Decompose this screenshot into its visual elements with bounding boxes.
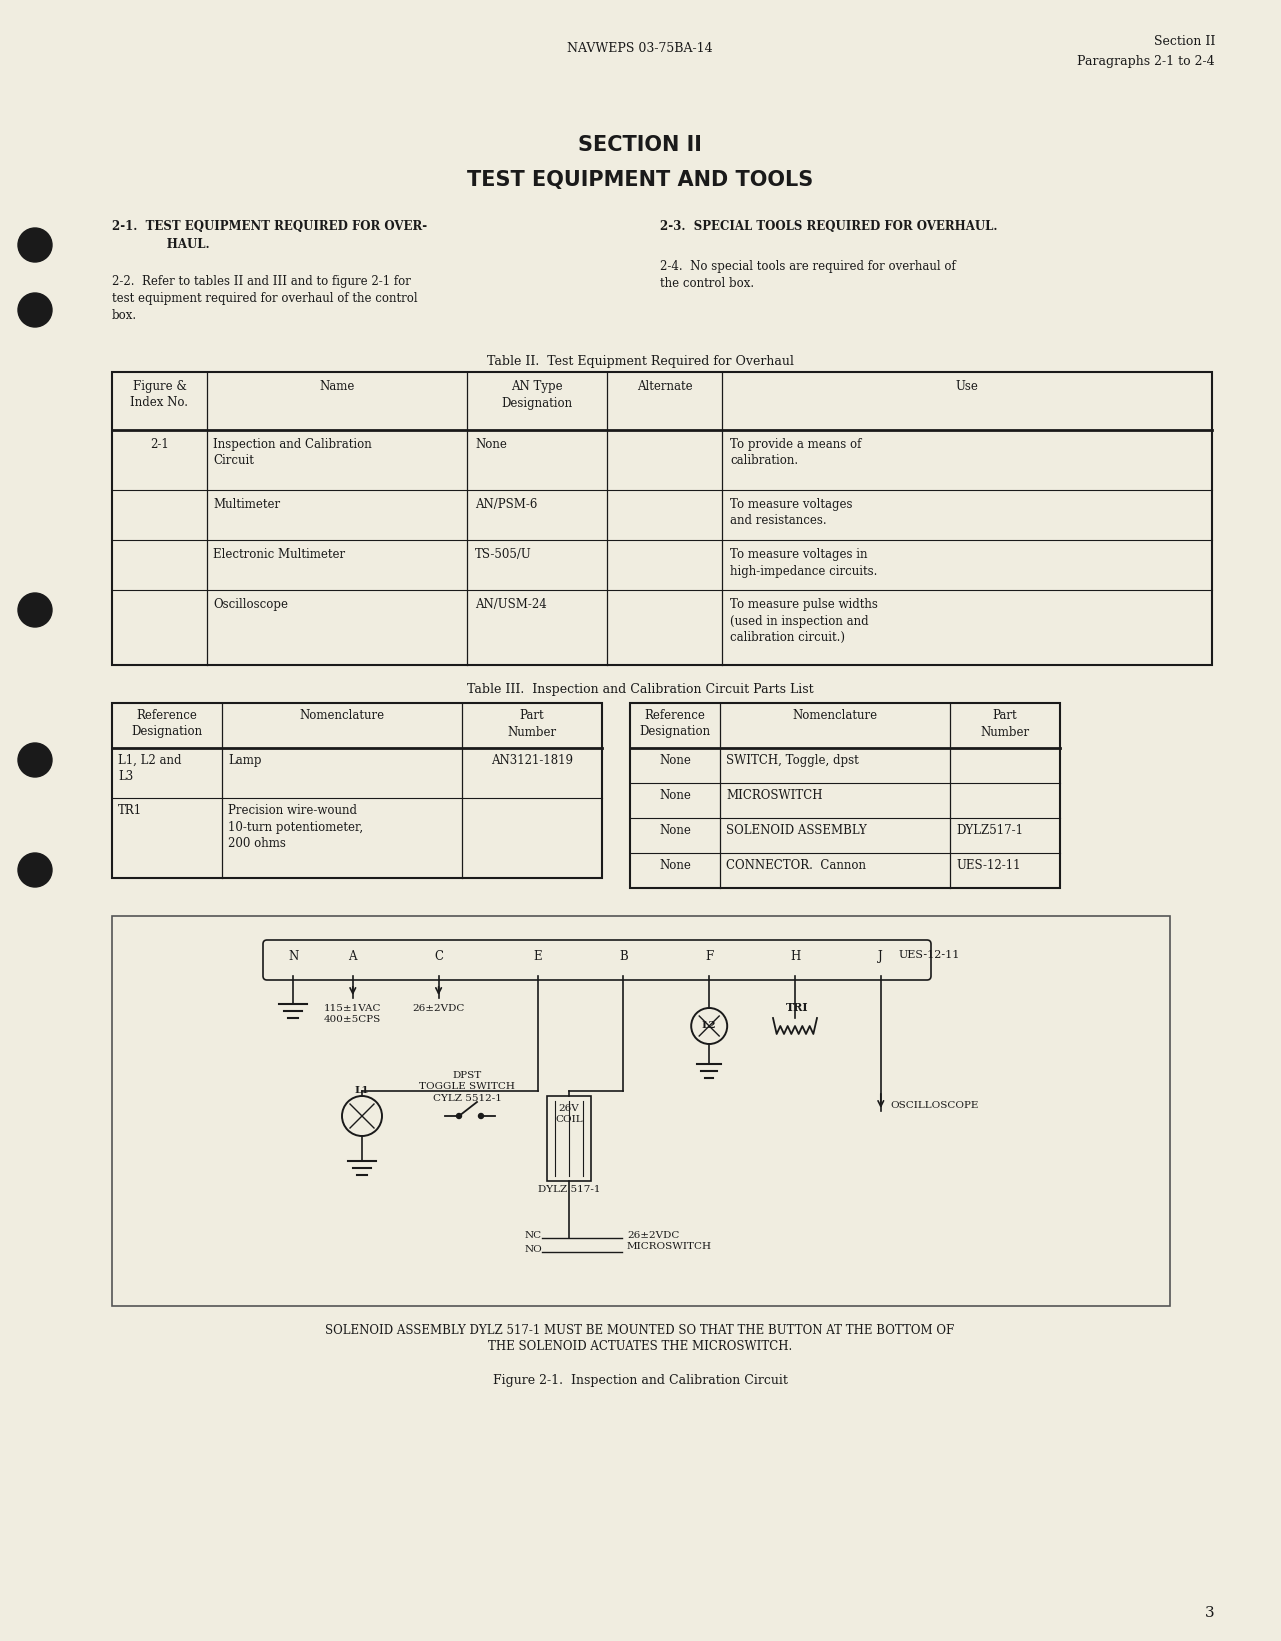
- Bar: [111, 916, 1170, 1306]
- Text: To measure pulse widths
(used in inspection and
calibration circuit.): To measure pulse widths (used in inspect…: [730, 597, 877, 643]
- Text: 2-4.  No special tools are required for overhaul of: 2-4. No special tools are required for o…: [660, 259, 956, 272]
- Text: 2-1: 2-1: [150, 438, 169, 451]
- Text: To measure voltages
and resistances.: To measure voltages and resistances.: [730, 497, 852, 527]
- Text: To measure voltages in
high-impedance circuits.: To measure voltages in high-impedance ci…: [730, 548, 877, 578]
- Text: None: None: [658, 789, 690, 802]
- Circle shape: [479, 1114, 483, 1119]
- Text: Multimeter: Multimeter: [213, 497, 281, 510]
- Text: AN Type
Designation: AN Type Designation: [501, 381, 573, 410]
- Text: None: None: [658, 824, 690, 837]
- Text: Nomenclature: Nomenclature: [300, 709, 384, 722]
- Text: 2-1.  TEST EQUIPMENT REQUIRED FOR OVER-: 2-1. TEST EQUIPMENT REQUIRED FOR OVER-: [111, 220, 427, 233]
- Text: the control box.: the control box.: [660, 277, 755, 290]
- Text: 26V
COIL: 26V COIL: [555, 1104, 583, 1124]
- Circle shape: [18, 743, 53, 776]
- Text: Lamp: Lamp: [228, 753, 261, 766]
- Text: Electronic Multimeter: Electronic Multimeter: [213, 548, 345, 561]
- Text: SWITCH, Toggle, dpst: SWITCH, Toggle, dpst: [726, 753, 858, 766]
- Text: 2-3.  SPECIAL TOOLS REQUIRED FOR OVERHAUL.: 2-3. SPECIAL TOOLS REQUIRED FOR OVERHAUL…: [660, 220, 998, 233]
- Circle shape: [18, 294, 53, 327]
- Text: UES-12-11: UES-12-11: [956, 858, 1021, 871]
- Text: L1: L1: [355, 1086, 369, 1095]
- Text: Section II: Section II: [1154, 34, 1214, 48]
- Text: Inspection and Calibration
Circuit: Inspection and Calibration Circuit: [213, 438, 371, 468]
- Text: SOLENOID ASSEMBLY: SOLENOID ASSEMBLY: [726, 824, 867, 837]
- Text: 3: 3: [1205, 1607, 1214, 1620]
- Text: Table II.  Test Equipment Required for Overhaul: Table II. Test Equipment Required for Ov…: [487, 354, 793, 368]
- Text: CONNECTOR.  Cannon: CONNECTOR. Cannon: [726, 858, 866, 871]
- Text: Figure &
Index No.: Figure & Index No.: [131, 381, 188, 410]
- Text: DYLZ517-1: DYLZ517-1: [956, 824, 1024, 837]
- Bar: [111, 702, 602, 878]
- Circle shape: [18, 853, 53, 888]
- Text: N: N: [288, 950, 298, 963]
- Bar: [630, 702, 1059, 888]
- Text: TR1: TR1: [118, 804, 142, 817]
- Text: Reference
Designation: Reference Designation: [639, 709, 711, 738]
- Text: NAVWEPS 03-75BA-14: NAVWEPS 03-75BA-14: [567, 43, 712, 56]
- Text: Name: Name: [319, 381, 355, 392]
- Text: Use: Use: [956, 381, 979, 392]
- Text: L1, L2 and
L3: L1, L2 and L3: [118, 753, 182, 783]
- Text: C: C: [434, 950, 443, 963]
- Circle shape: [456, 1114, 461, 1119]
- Circle shape: [18, 592, 53, 627]
- Text: None: None: [475, 438, 507, 451]
- Text: AN/PSM-6: AN/PSM-6: [475, 497, 537, 510]
- Text: B: B: [619, 950, 628, 963]
- Text: Oscilloscope: Oscilloscope: [213, 597, 288, 610]
- Text: box.: box.: [111, 309, 137, 322]
- Text: SECTION II: SECTION II: [578, 135, 702, 154]
- Text: To provide a means of
calibration.: To provide a means of calibration.: [730, 438, 861, 468]
- Text: 115±1VAC
400±5CPS: 115±1VAC 400±5CPS: [324, 1004, 382, 1024]
- Text: DYLZ 517-1: DYLZ 517-1: [538, 1185, 601, 1195]
- Text: H: H: [790, 950, 801, 963]
- Text: TRI: TRI: [785, 1003, 808, 1012]
- Text: AN3121-1819: AN3121-1819: [491, 753, 573, 766]
- Text: AN/USM-24: AN/USM-24: [475, 597, 547, 610]
- Circle shape: [18, 228, 53, 263]
- Text: OSCILLOSCOPE: OSCILLOSCOPE: [890, 1101, 979, 1109]
- Text: F: F: [705, 950, 714, 963]
- Text: NO: NO: [524, 1246, 542, 1254]
- Text: Reference
Designation: Reference Designation: [132, 709, 202, 738]
- Text: None: None: [658, 858, 690, 871]
- Text: Part
Number: Part Number: [507, 709, 556, 738]
- Text: J: J: [879, 950, 883, 963]
- Text: 26±2VDC: 26±2VDC: [412, 1004, 465, 1012]
- Text: L2: L2: [702, 1021, 716, 1031]
- Text: A: A: [348, 950, 357, 963]
- Text: Precision wire-wound
10-turn potentiometer,
200 ohms: Precision wire-wound 10-turn potentiomet…: [228, 804, 363, 850]
- Text: 2-2.  Refer to tables II and III and to figure 2-1 for: 2-2. Refer to tables II and III and to f…: [111, 276, 411, 289]
- Text: Paragraphs 2-1 to 2-4: Paragraphs 2-1 to 2-4: [1077, 56, 1214, 67]
- Text: Part
Number: Part Number: [980, 709, 1030, 738]
- Text: NC: NC: [525, 1231, 542, 1241]
- Bar: [111, 373, 1212, 665]
- Text: Figure 2-1.  Inspection and Calibration Circuit: Figure 2-1. Inspection and Calibration C…: [493, 1374, 788, 1387]
- Text: test equipment required for overhaul of the control: test equipment required for overhaul of …: [111, 292, 418, 305]
- Text: 26±2VDC
MICROSWITCH: 26±2VDC MICROSWITCH: [626, 1231, 712, 1252]
- Text: THE SOLENOID ACTUATES THE MICROSWITCH.: THE SOLENOID ACTUATES THE MICROSWITCH.: [488, 1341, 792, 1352]
- Text: None: None: [658, 753, 690, 766]
- Text: DPST
TOGGLE SWITCH
CYLZ 5512-1: DPST TOGGLE SWITCH CYLZ 5512-1: [419, 1072, 515, 1103]
- Text: MICROSWITCH: MICROSWITCH: [726, 789, 822, 802]
- Bar: [547, 1096, 591, 1182]
- Text: TEST EQUIPMENT AND TOOLS: TEST EQUIPMENT AND TOOLS: [466, 171, 813, 190]
- Text: Alternate: Alternate: [637, 381, 692, 392]
- Text: Nomenclature: Nomenclature: [793, 709, 877, 722]
- Text: TS-505/U: TS-505/U: [475, 548, 532, 561]
- Text: Table III.  Inspection and Calibration Circuit Parts List: Table III. Inspection and Calibration Ci…: [466, 683, 813, 696]
- Text: SOLENOID ASSEMBLY DYLZ 517-1 MUST BE MOUNTED SO THAT THE BUTTON AT THE BOTTOM OF: SOLENOID ASSEMBLY DYLZ 517-1 MUST BE MOU…: [325, 1324, 954, 1337]
- Text: UES-12-11: UES-12-11: [899, 950, 961, 960]
- Text: E: E: [533, 950, 542, 963]
- Text: HAUL.: HAUL.: [142, 238, 210, 251]
